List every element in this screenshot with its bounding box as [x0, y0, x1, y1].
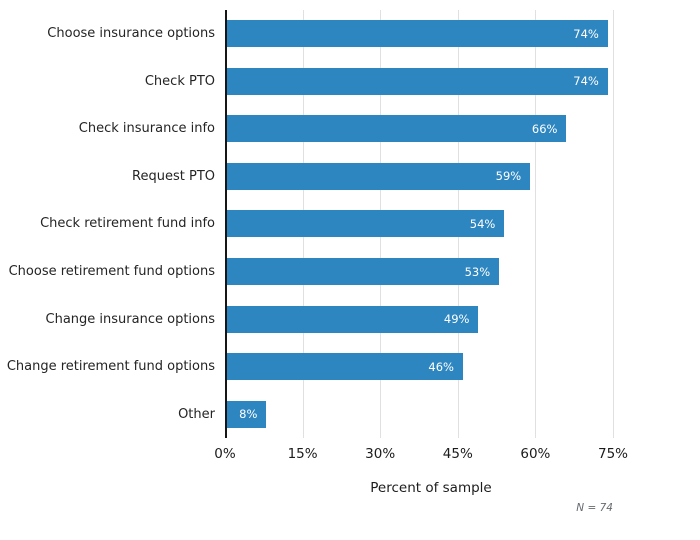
bar-value-label: 74% [573, 74, 599, 89]
bar-row: Check insurance info 66% [0, 105, 700, 153]
bar: 53% [227, 258, 500, 286]
bar: 49% [227, 305, 479, 333]
bar-row: Change retirement fund options 46% [0, 343, 700, 391]
gridline [613, 10, 614, 438]
category-label: Check retirement fund info [40, 216, 215, 232]
bar-value-label: 46% [428, 359, 454, 374]
bar-row: Check retirement fund info 54% [0, 200, 700, 248]
bar-row: Other 8% [0, 390, 700, 438]
bar-value-label: 66% [531, 121, 558, 136]
bar-row: Request PTO 59% [0, 153, 700, 201]
x-axis-title: Percent of sample [370, 480, 492, 496]
bar: 66% [227, 115, 567, 143]
gridline [535, 10, 537, 438]
bar-row: Check PTO 74% [0, 58, 700, 106]
bar: 8% [227, 400, 267, 428]
category-label: Change insurance options [45, 311, 215, 327]
x-tick-label: 60% [520, 446, 551, 462]
bar: 46% [227, 353, 463, 381]
bar-value-label: 53% [464, 264, 491, 279]
bar-value-label: 74% [573, 26, 599, 41]
bar-value-label: 8% [239, 407, 258, 422]
x-tick-label: 30% [365, 446, 396, 462]
x-tick-label: 15% [287, 446, 318, 462]
sample-size-note: N = 74 [576, 502, 613, 514]
bar-value-label: 59% [495, 169, 522, 184]
bar-value-label: 54% [469, 216, 496, 231]
y-axis-line [225, 10, 227, 438]
bar: 59% [227, 162, 531, 190]
bar: 74% [227, 20, 608, 48]
category-label: Request PTO [132, 168, 215, 184]
bar-row: Change insurance options 49% [0, 295, 700, 343]
bar-value-label: 49% [443, 312, 470, 327]
category-label: Check PTO [144, 73, 215, 89]
bar: 74% [227, 67, 608, 95]
category-label: Change retirement fund options [6, 359, 215, 375]
bar-row: Choose retirement fund options 53% [0, 248, 700, 296]
category-label: Choose insurance options [47, 26, 215, 42]
category-label: Choose retirement fund options [8, 264, 215, 280]
x-tick-label: 0% [214, 446, 236, 462]
category-label: Other [178, 406, 215, 422]
bar: 54% [227, 210, 505, 238]
category-label: Check insurance info [78, 121, 215, 137]
x-tick-label: 45% [442, 446, 473, 462]
bar-row: Choose insurance options 74% [0, 10, 700, 58]
x-tick-label: 75% [597, 446, 628, 462]
